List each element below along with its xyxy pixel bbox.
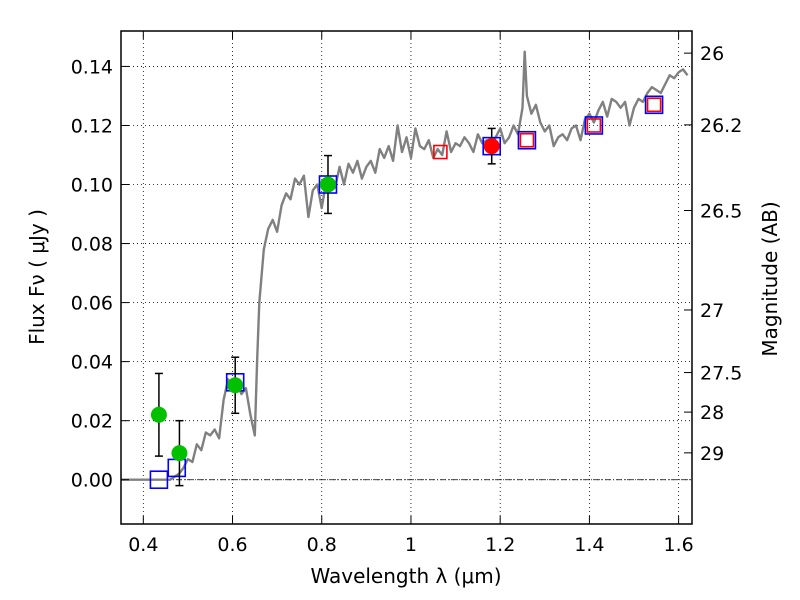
y-tick-label: 0.08 [71, 234, 113, 256]
red-square-marker [586, 118, 602, 133]
grid [121, 31, 692, 524]
blue-square-marker [517, 130, 537, 150]
y-tick-label: 0.06 [71, 293, 113, 315]
blue-square-marker [149, 470, 169, 490]
x-axis-label: Wavelength λ (μm) [310, 564, 501, 588]
y2-ticks: 26 26.2 26.5 27 27.5 28 29 [684, 43, 742, 465]
series-layer [121, 50, 689, 490]
y2-tick-label: 27 [700, 300, 724, 322]
y2-tick-label: 28 [700, 402, 724, 424]
x-ticks: 0.4 0.6 0.8 1 1.2 1.4 1.6 [128, 31, 694, 556]
blue-square-marker [644, 95, 664, 115]
red-square-marker [646, 97, 662, 113]
x-tick-label: 0.6 [217, 534, 247, 556]
green-dot-marker [227, 377, 244, 394]
y2-tick-label: 26 [700, 43, 724, 65]
y-ticks: 0.00 0.02 0.04 0.06 0.08 0.10 0.12 0.14 [71, 56, 129, 492]
x-tick-label: 0.4 [128, 534, 158, 556]
red-dot-marker [483, 138, 500, 155]
y-tick-label: 0.10 [71, 175, 113, 197]
y2-tick-label: 26.5 [700, 200, 742, 222]
spectrum-line [121, 50, 689, 481]
y-tick-label: 0.14 [71, 56, 113, 78]
blue-square-marker [584, 116, 604, 135]
y-axis-label: Flux Fν ( μJy ) [25, 209, 49, 345]
y-tick-label: 0.02 [71, 411, 113, 433]
x-tick-label: 1.6 [664, 534, 694, 556]
y2-axis-label: Magnitude (AB) [758, 201, 782, 356]
x-tick-label: 1 [405, 534, 417, 556]
y-tick-label: 0.04 [71, 352, 113, 374]
x-tick-label: 1.2 [485, 534, 515, 556]
plot-frame [120, 30, 693, 525]
x-tick-label: 1.4 [574, 534, 604, 556]
green-dot-marker [150, 406, 167, 423]
y-tick-label: 0.12 [71, 115, 113, 137]
y2-tick-label: 27.5 [700, 363, 742, 385]
y2-tick-label: 26.2 [700, 115, 742, 137]
green-dot-marker [171, 445, 188, 462]
x-tick-label: 0.8 [307, 534, 337, 556]
red-square-marker [433, 144, 448, 160]
y-tick-label: 0.00 [71, 470, 113, 492]
y2-tick-label: 29 [700, 443, 724, 465]
green-dot-marker [319, 176, 336, 193]
red-square-marker [519, 132, 535, 148]
